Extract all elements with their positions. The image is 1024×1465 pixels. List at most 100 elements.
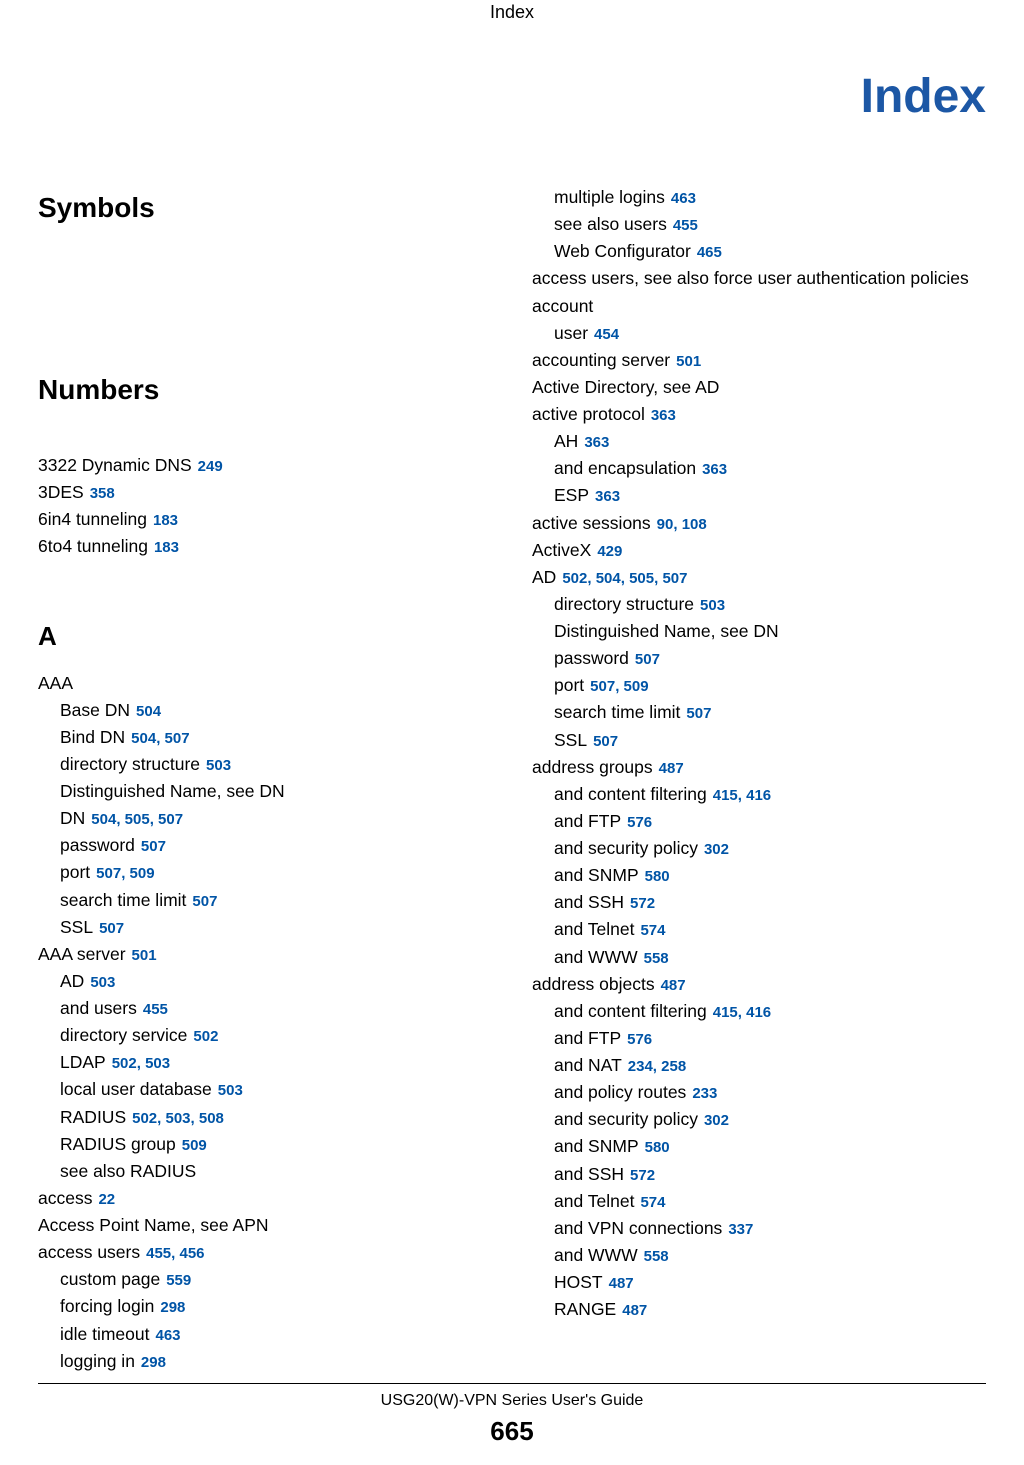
page-ref-link[interactable]: 455	[673, 217, 698, 234]
page-ref-link[interactable]: 580	[645, 868, 670, 885]
page-ref-link[interactable]: 298	[160, 1299, 185, 1316]
page-ref-link[interactable]: 508	[199, 1110, 224, 1127]
page-ref-link[interactable]: 503	[206, 757, 231, 774]
page-ref-link[interactable]: 416	[746, 1004, 771, 1021]
page-ref-link[interactable]: 90	[657, 516, 674, 533]
index-entry-text: password	[60, 835, 135, 855]
page-ref-link[interactable]: 463	[156, 1327, 181, 1344]
page-ref-link[interactable]: 337	[728, 1221, 753, 1238]
page-ref-link[interactable]: 507	[96, 865, 121, 882]
page-ref-link[interactable]: 487	[659, 760, 684, 777]
page-ref-link[interactable]: 455	[143, 1001, 168, 1018]
index-entry: and SNMP 580	[532, 1133, 986, 1160]
page-ref-link[interactable]: 249	[198, 458, 223, 475]
page-ref-link[interactable]: 507	[165, 730, 190, 747]
page-ref-link[interactable]: 503	[166, 1110, 191, 1127]
page-ref-link[interactable]: 108	[682, 516, 707, 533]
page-ref-link[interactable]: 504	[136, 703, 161, 720]
page-ref-link[interactable]: 363	[584, 434, 609, 451]
page-ref-link[interactable]: 183	[153, 512, 178, 529]
page-ref-link[interactable]: 507	[635, 651, 660, 668]
page-ref-link[interactable]: 503	[700, 597, 725, 614]
index-entry-text: see also RADIUS	[60, 1161, 196, 1181]
page-ref-link[interactable]: 429	[597, 543, 622, 560]
page-ref-link[interactable]: 501	[132, 947, 157, 964]
section-heading-numbers: Numbers	[38, 374, 492, 406]
page-ref-separator: ,	[191, 1110, 199, 1127]
page-ref-link[interactable]: 503	[145, 1055, 170, 1072]
page-ref-link[interactable]: 558	[644, 1248, 669, 1265]
page-ref-link[interactable]: 363	[595, 488, 620, 505]
page-ref-link[interactable]: 509	[130, 865, 155, 882]
page-ref-link[interactable]: 502	[193, 1028, 218, 1045]
page-ref-link[interactable]: 580	[645, 1139, 670, 1156]
page-ref-link[interactable]: 456	[180, 1245, 205, 1262]
page-ref-link[interactable]: 507	[158, 811, 183, 828]
page-ref-link[interactable]: 454	[594, 326, 619, 343]
page-ref-link[interactable]: 502	[132, 1110, 157, 1127]
index-entry-text: AH	[554, 431, 578, 451]
page-ref-link[interactable]: 465	[697, 244, 722, 261]
page-ref-link[interactable]: 505	[629, 570, 654, 587]
page-ref-link[interactable]: 576	[627, 1031, 652, 1048]
page-ref-link[interactable]: 576	[627, 814, 652, 831]
page-ref-link[interactable]: 507	[593, 733, 618, 750]
page-ref-link[interactable]: 503	[90, 974, 115, 991]
index-entry-text: and SNMP	[554, 1136, 639, 1156]
page-ref-link[interactable]: 455	[146, 1245, 171, 1262]
page-ref-link[interactable]: 507	[686, 705, 711, 722]
page-ref-link[interactable]: 507	[590, 678, 615, 695]
page-ref-link[interactable]: 558	[644, 950, 669, 967]
page-ref-link[interactable]: 501	[676, 353, 701, 370]
page-ref-link[interactable]: 504	[91, 811, 116, 828]
index-entry: password507	[532, 645, 986, 672]
page-ref-link[interactable]: 183	[154, 539, 179, 556]
page-ref-link[interactable]: 358	[90, 485, 115, 502]
page-ref-link[interactable]: 572	[630, 1167, 655, 1184]
running-header: Index	[38, 0, 986, 29]
page-ref-link[interactable]: 487	[661, 977, 686, 994]
page-ref-link[interactable]: 416	[746, 787, 771, 804]
page-ref-link[interactable]: 504	[596, 570, 621, 587]
page-ref-link[interactable]: 487	[622, 1302, 647, 1319]
page-ref-link[interactable]: 507	[99, 920, 124, 937]
page-ref-link[interactable]: 505	[125, 811, 150, 828]
page-ref-link[interactable]: 363	[702, 461, 727, 478]
page-ref-link[interactable]: 509	[624, 678, 649, 695]
index-entry: directory service502	[38, 1022, 492, 1049]
index-entry-text: and content filtering	[554, 1001, 707, 1021]
page-ref-link[interactable]: 302	[704, 1112, 729, 1129]
index-entry: 3322 Dynamic DNS249	[38, 452, 492, 479]
page-ref-link[interactable]: 559	[166, 1272, 191, 1289]
index-entry-text: and WWW	[554, 947, 638, 967]
page-ref-link[interactable]: 572	[630, 895, 655, 912]
page-ref-link[interactable]: 507	[141, 838, 166, 855]
page-ref-link[interactable]: 487	[609, 1275, 634, 1292]
page-ref-link[interactable]: 574	[640, 922, 665, 939]
index-entry-text: 6to4 tunneling	[38, 536, 148, 556]
page-ref-link[interactable]: 463	[671, 190, 696, 207]
page-ref-link[interactable]: 507	[662, 570, 687, 587]
page-ref-separator: ,	[587, 570, 595, 587]
page-ref-link[interactable]: 502	[562, 570, 587, 587]
page-ref-link[interactable]: 502	[112, 1055, 137, 1072]
page-ref-link[interactable]: 302	[704, 841, 729, 858]
page-ref-link[interactable]: 258	[661, 1058, 686, 1075]
page-ref-link[interactable]: 503	[218, 1082, 243, 1099]
page-ref-link[interactable]: 504	[131, 730, 156, 747]
page-ref-link[interactable]: 298	[141, 1354, 166, 1371]
page-ref-link[interactable]: 233	[692, 1085, 717, 1102]
page-ref-link[interactable]: 363	[651, 407, 676, 424]
index-entry: AAA server501	[38, 941, 492, 968]
page-ref-link[interactable]: 415	[713, 1004, 738, 1021]
index-entry: access22	[38, 1185, 492, 1212]
page-ref-link[interactable]: 574	[640, 1194, 665, 1211]
index-entry-text: account	[532, 296, 593, 316]
page-ref-link[interactable]: 507	[192, 893, 217, 910]
page-ref-link[interactable]: 509	[182, 1137, 207, 1154]
page-ref-link[interactable]: 22	[98, 1191, 115, 1208]
page-ref-link[interactable]: 415	[713, 787, 738, 804]
column-right: multiple logins463see also users455Web C…	[532, 184, 986, 1375]
page-ref-link[interactable]: 234	[628, 1058, 653, 1075]
index-entry: ActiveX429	[532, 537, 986, 564]
